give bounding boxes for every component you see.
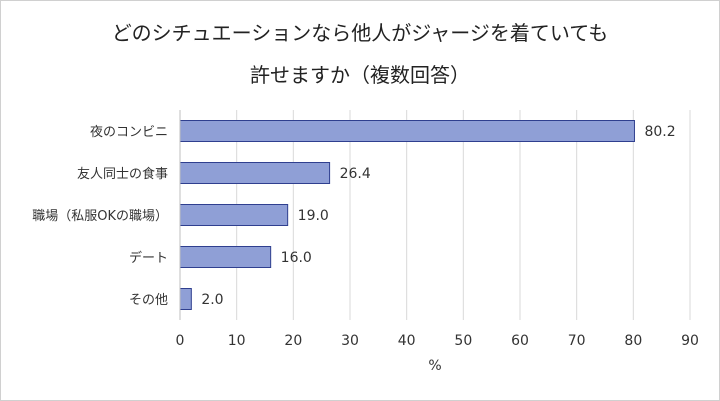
- x-tick-label: 30: [341, 333, 359, 349]
- bar: [179, 162, 331, 184]
- x-tick-labels: 0 10 20 30 40 50 60 70 80 90: [176, 333, 699, 349]
- gridlines: [236, 110, 691, 320]
- value-label: 26.4: [340, 166, 371, 182]
- category-label: デート: [129, 250, 168, 266]
- value-label: 16.0: [281, 250, 312, 266]
- x-tick-label: 10: [228, 333, 246, 349]
- chart-subtitle: 許せますか（複数回答）: [250, 63, 470, 87]
- bar: [179, 204, 289, 226]
- x-axis-label: %: [428, 358, 441, 374]
- value-label: 19.0: [298, 208, 329, 224]
- category-label: 友人同士の食事: [77, 166, 168, 182]
- category-label: 職場（私服OKの職場）: [32, 209, 168, 224]
- x-tick-label: 80: [624, 333, 642, 349]
- bar: [179, 288, 192, 310]
- bars: [179, 120, 635, 310]
- x-tick-label: 60: [511, 333, 529, 349]
- value-labels: 80.2 26.4 19.0 16.0 2.0: [201, 124, 675, 308]
- x-tick-label: 20: [284, 333, 302, 349]
- x-tick-label: 50: [454, 333, 472, 349]
- value-label: 80.2: [644, 124, 675, 140]
- value-label: 2.0: [201, 292, 223, 308]
- x-tick-label: 90: [681, 333, 699, 349]
- bar: [179, 120, 635, 142]
- x-tick-label: 70: [568, 333, 586, 349]
- chart-title: どのシチュエーションなら他人がジャージを着ていても: [111, 21, 609, 45]
- x-tick-label: 0: [176, 333, 185, 349]
- x-tick-label: 40: [398, 333, 416, 349]
- category-label: 夜のコンビニ: [90, 125, 168, 140]
- bar: [179, 246, 272, 268]
- category-label: その他: [129, 293, 168, 308]
